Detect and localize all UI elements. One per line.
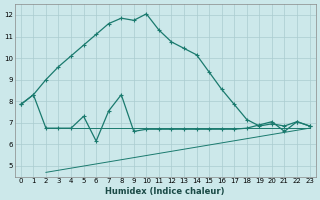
- X-axis label: Humidex (Indice chaleur): Humidex (Indice chaleur): [106, 187, 225, 196]
